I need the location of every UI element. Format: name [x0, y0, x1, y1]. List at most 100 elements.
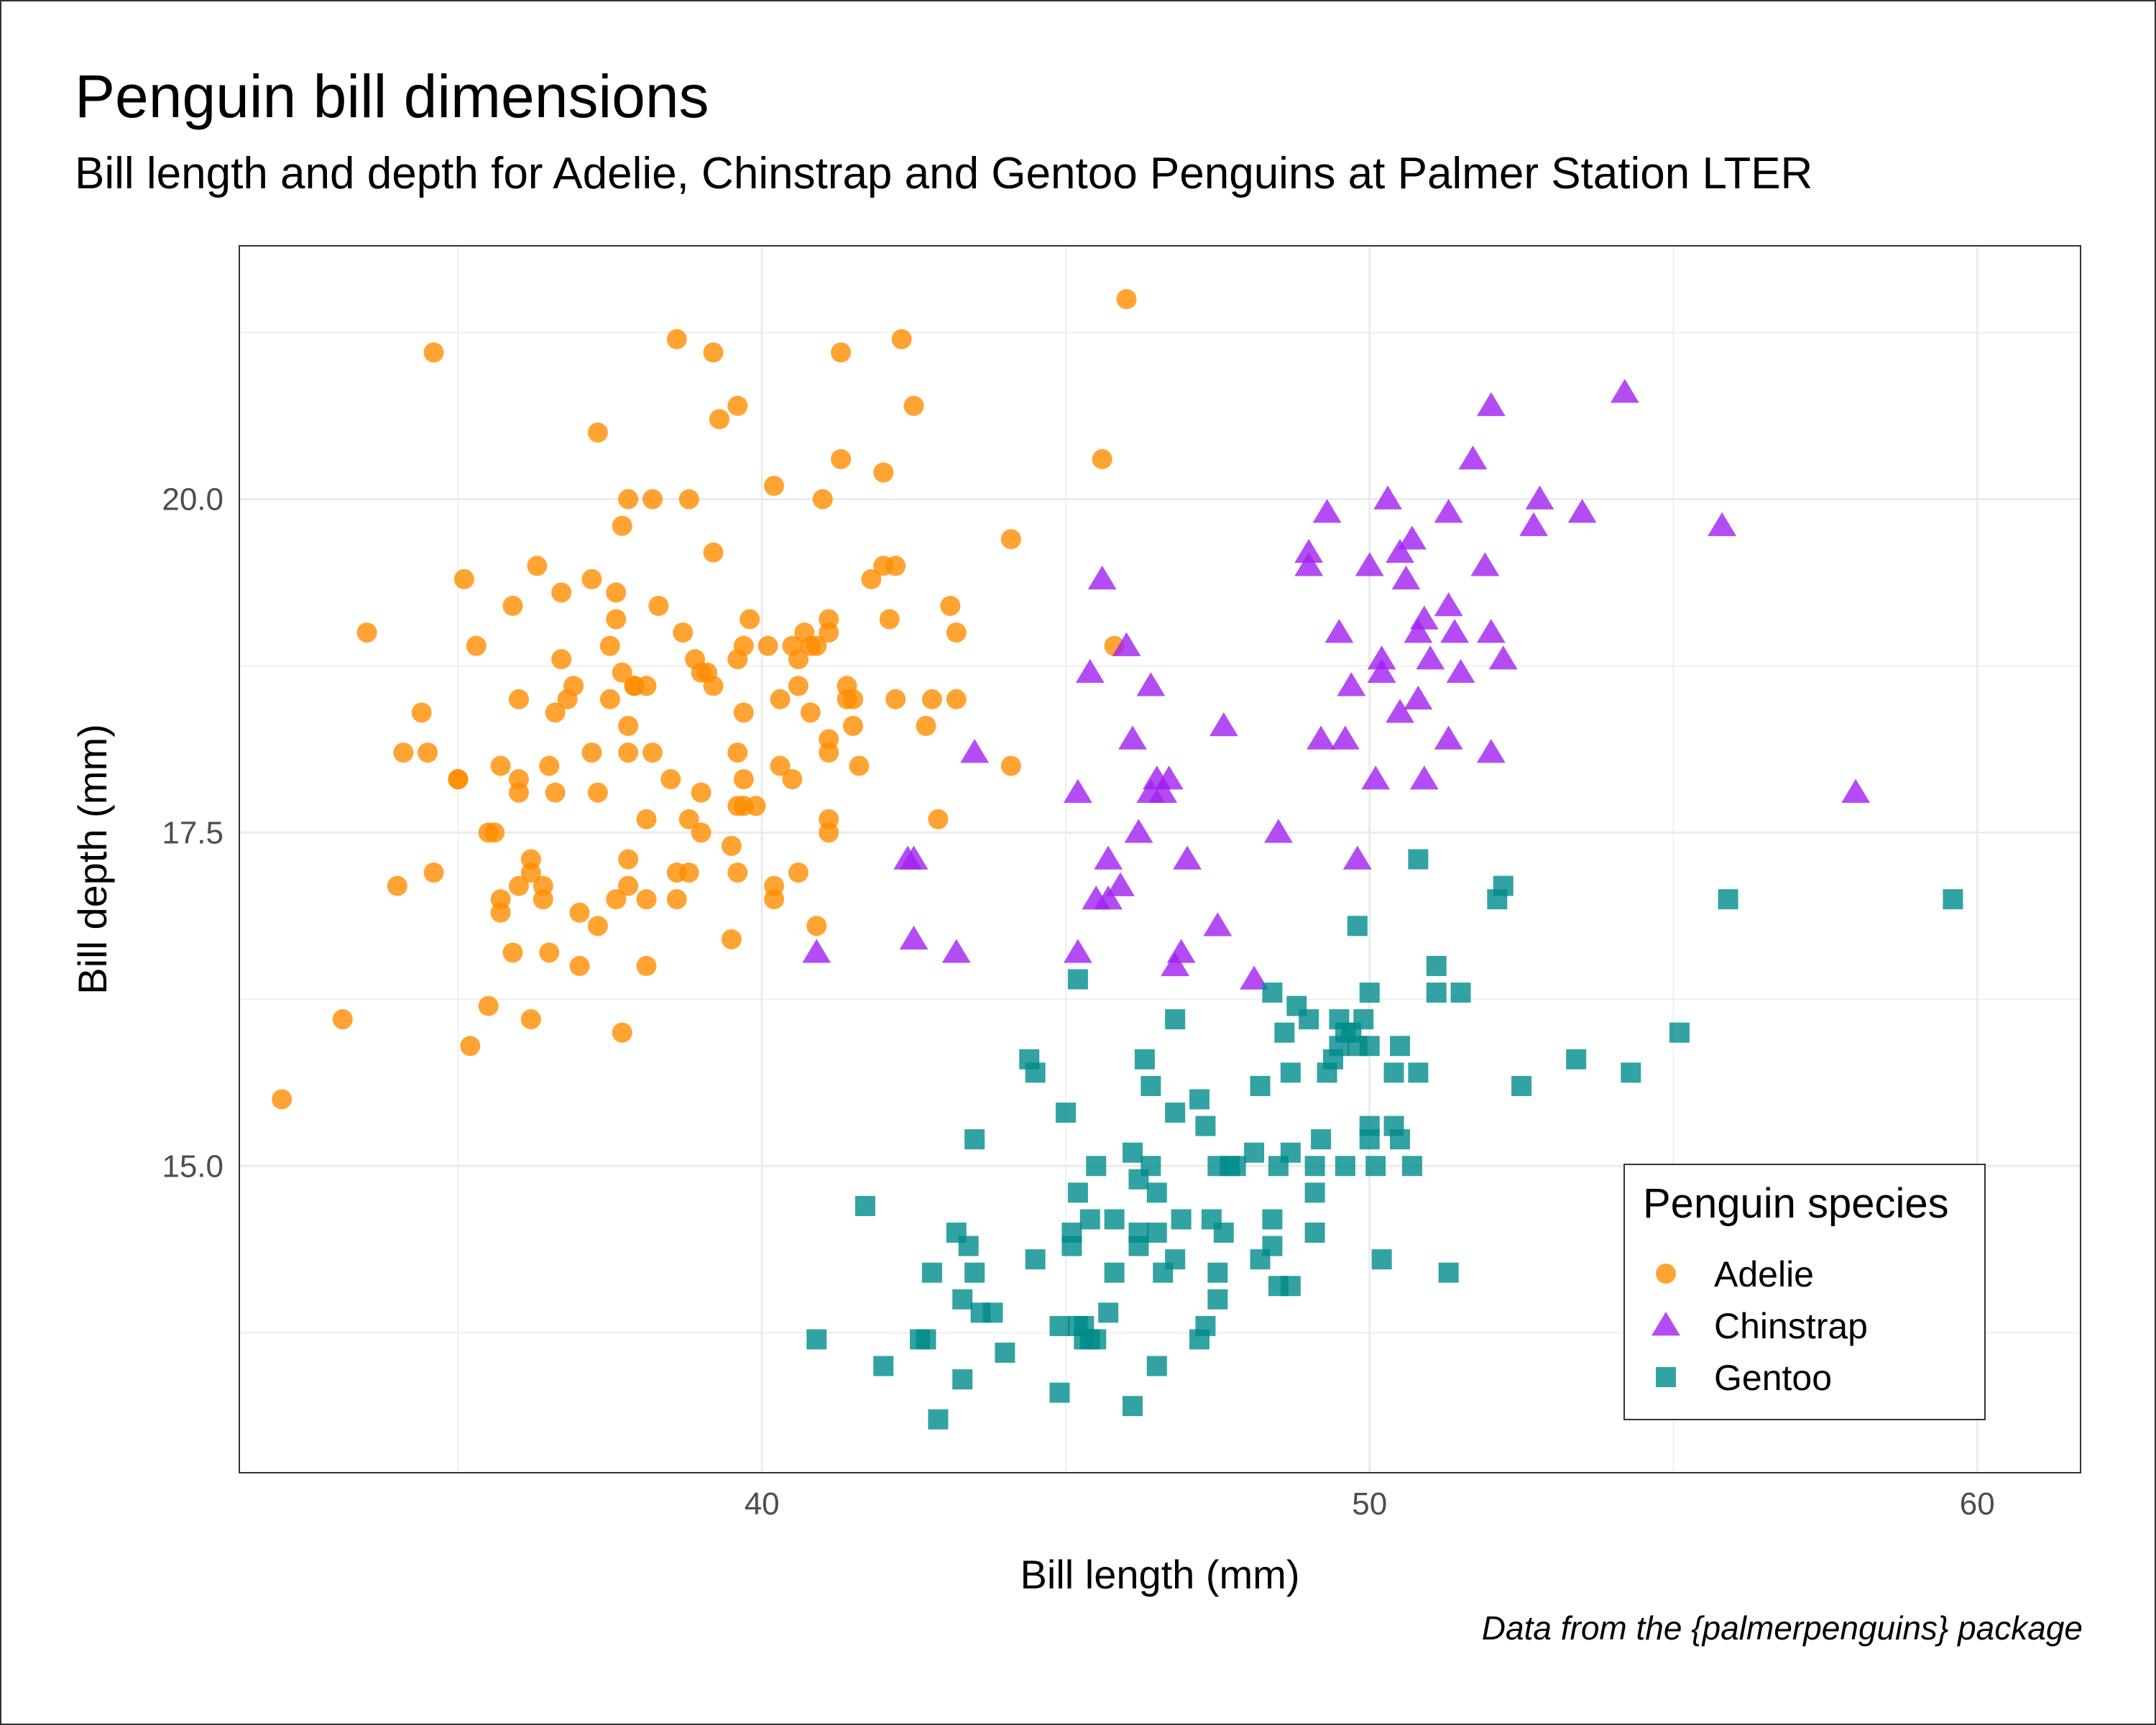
- adelie-point: [733, 769, 754, 790]
- chinstrap-point: [1154, 765, 1184, 790]
- gentoo-point: [1304, 1223, 1325, 1243]
- gentoo-point: [1213, 1223, 1234, 1243]
- gentoo-point: [1104, 1209, 1125, 1230]
- adelie-point: [581, 742, 602, 763]
- adelie-point: [539, 942, 560, 963]
- gentoo-point: [1049, 1315, 1070, 1336]
- gentoo-point: [1311, 1129, 1332, 1150]
- adelie-point: [599, 689, 620, 709]
- adelie-point: [885, 556, 906, 576]
- gentoo-point: [1141, 1156, 1161, 1177]
- series-adelie: [272, 289, 1137, 1110]
- adelie-point: [569, 955, 590, 976]
- adelie-point: [636, 889, 657, 910]
- adelie-point: [831, 342, 852, 363]
- data-points: [272, 289, 1963, 1430]
- gentoo-point: [1146, 1356, 1167, 1376]
- adelie-point: [460, 1036, 481, 1057]
- gentoo-point: [1189, 1089, 1210, 1110]
- chinstrap-point: [1094, 845, 1123, 870]
- gentoo-point: [1250, 1075, 1271, 1096]
- adelie-point: [587, 422, 608, 443]
- gentoo-point: [806, 1329, 827, 1350]
- chart-caption: Data from the {palmerpenguins} package: [1481, 1609, 2083, 1647]
- plot-panel-border: [239, 245, 2081, 1473]
- gentoo-point: [958, 1236, 979, 1256]
- adelie-point: [642, 489, 663, 510]
- adelie-point: [727, 395, 748, 416]
- adelie-point: [272, 1089, 292, 1110]
- adelie-point: [940, 595, 961, 616]
- chinstrap-point: [1294, 552, 1324, 576]
- chinstrap-point: [1240, 965, 1269, 990]
- adelie-point: [393, 742, 414, 763]
- adelie-point: [770, 755, 791, 776]
- gentoo-point: [1371, 1249, 1392, 1270]
- chinstrap-point: [1416, 645, 1445, 670]
- chinstrap-point: [1094, 886, 1123, 910]
- chinstrap-point: [1307, 725, 1336, 750]
- adelie-point: [418, 742, 438, 763]
- adelie-point: [423, 342, 444, 363]
- y-tick-label: 20.0: [162, 482, 224, 518]
- chinstrap-point: [1404, 619, 1433, 643]
- adelie-point: [520, 1009, 541, 1030]
- legend-items: Adelie Chinstrap Gentoo: [1651, 1254, 1868, 1398]
- adelie-point: [387, 875, 407, 896]
- adelie-point: [678, 489, 699, 510]
- gentoo-point: [1408, 849, 1429, 870]
- x-axis-title: Bill length (mm): [1021, 1552, 1300, 1597]
- adelie-point: [502, 942, 523, 963]
- gentoo-point: [1195, 1315, 1216, 1336]
- adelie-point: [533, 889, 553, 910]
- chinstrap-point: [1325, 619, 1354, 643]
- gentoo-point: [1098, 1302, 1119, 1323]
- adelie-point: [545, 782, 566, 803]
- chinstrap-point: [1203, 912, 1233, 937]
- gentoo-point: [1280, 1062, 1301, 1083]
- gentoo-point: [1408, 1062, 1429, 1083]
- chinstrap-point: [1409, 765, 1439, 790]
- gentoo-point: [1353, 1009, 1374, 1030]
- legend-item-gentoo: Gentoo: [1656, 1358, 1832, 1398]
- adelie-point: [478, 995, 499, 1016]
- gentoo-point: [1299, 1009, 1319, 1030]
- adelie-point: [551, 649, 572, 670]
- adelie-point: [618, 489, 639, 510]
- adelie-point: [703, 676, 724, 696]
- adelie-point: [539, 755, 560, 776]
- chinstrap-point: [1342, 845, 1372, 870]
- gentoo-point: [1426, 983, 1447, 1003]
- adelie-point: [819, 622, 839, 643]
- gentoo-point: [1450, 983, 1471, 1003]
- gentoo-point: [1165, 1103, 1186, 1123]
- chinstrap-point: [1063, 778, 1092, 803]
- chinstrap-point: [1087, 565, 1117, 590]
- chinstrap-point: [1124, 819, 1153, 843]
- gentoo-point: [1280, 1276, 1301, 1297]
- chinstrap-point: [1525, 485, 1554, 510]
- gentoo-point: [1134, 1049, 1155, 1070]
- x-tick-label: 40: [745, 1486, 780, 1522]
- legend-key-chinstrap: [1651, 1312, 1680, 1336]
- chinstrap-point: [802, 939, 831, 963]
- gentoo-point: [1262, 1209, 1283, 1230]
- adelie-point: [508, 769, 529, 790]
- gentoo-point: [1335, 1156, 1355, 1177]
- chinstrap-point: [1148, 778, 1178, 803]
- chinstrap-point: [1118, 725, 1147, 750]
- grid-lines: [239, 246, 2081, 1473]
- gentoo-point: [1086, 1329, 1107, 1350]
- adelie-point: [819, 742, 839, 763]
- gentoo-point: [1207, 1289, 1228, 1310]
- adelie-point: [673, 622, 694, 643]
- adelie-point: [587, 782, 608, 803]
- adelie-point: [618, 715, 639, 736]
- gentoo-point: [1104, 1262, 1125, 1283]
- adelie-point: [703, 342, 724, 363]
- adelie-point: [788, 862, 808, 883]
- gentoo-point: [1426, 955, 1447, 976]
- y-tick-label: 17.5: [162, 815, 224, 850]
- gentoo-point: [1274, 1022, 1295, 1043]
- gentoo-point: [1359, 1036, 1380, 1057]
